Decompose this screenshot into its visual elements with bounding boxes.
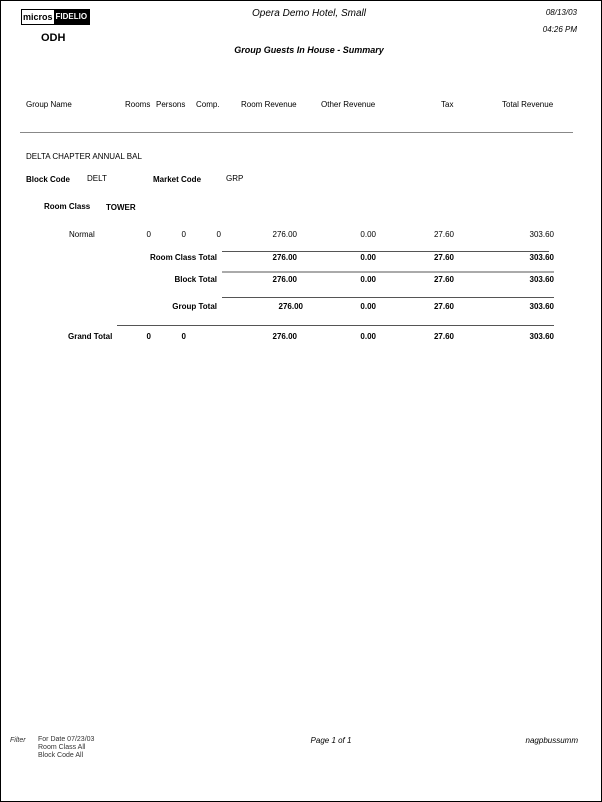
rooms-value: 0: [146, 230, 151, 239]
col-tax: Tax: [441, 100, 454, 109]
micros-fidelio-logo: micros FIDELIO: [21, 9, 91, 25]
room-revenue-value: 276.00: [278, 302, 303, 311]
persons-value: 0: [181, 230, 186, 239]
other-revenue-value: 0.00: [360, 230, 376, 239]
block-code-label: Block Code: [26, 175, 71, 184]
room-revenue-value: 276.00: [272, 332, 297, 341]
persons-value: 0: [181, 332, 186, 341]
col-persons: Persons: [156, 100, 186, 109]
total-revenue-value: 303.60: [529, 230, 554, 239]
property-code: ODH: [41, 32, 66, 44]
row-label: Block Total: [174, 275, 217, 284]
report-date: 08/13/03: [545, 8, 577, 17]
filter-for-date: For Date 07/23/03: [38, 736, 95, 743]
divider: [222, 271, 554, 273]
col-group-name: Group Name: [26, 100, 72, 109]
report-time: 04:26 PM: [542, 25, 577, 34]
total-revenue-value: 303.60: [529, 302, 554, 311]
filter-block-code: Block Code All: [38, 752, 84, 759]
divider: [222, 297, 554, 298]
other-revenue-value: 0.00: [360, 332, 376, 341]
col-total-revenue: Total Revenue: [502, 100, 554, 109]
room-class: TOWER: [106, 203, 136, 212]
other-revenue-value: 0.00: [360, 275, 376, 284]
row-label: Grand Total: [68, 332, 113, 341]
other-revenue-value: 0.00: [360, 302, 376, 311]
tax-value: 27.60: [433, 332, 454, 341]
divider: [117, 325, 554, 326]
logo-micros: micros: [22, 10, 54, 24]
row-label: Room Class Total: [150, 253, 217, 262]
report-title: Group Guests In House - Summary: [234, 45, 384, 55]
room-class-label: Room Class: [44, 202, 91, 211]
other-revenue-value: 0.00: [360, 253, 376, 262]
logo-fidelio: FIDELIO: [53, 10, 90, 24]
market-code-label: Market Code: [153, 175, 202, 184]
tax-value: 27.60: [433, 275, 454, 284]
page-number: Page 1 of 1: [310, 736, 352, 745]
market-code: GRP: [226, 174, 244, 183]
rooms-value: 0: [146, 332, 151, 341]
col-rooms: Rooms: [125, 100, 151, 109]
room-revenue-value: 276.00: [272, 275, 297, 284]
filter-label: Filter: [10, 737, 26, 744]
total-revenue-value: 303.60: [529, 332, 554, 341]
divider: [222, 251, 549, 252]
block-code: DELT: [87, 174, 107, 183]
room-revenue-value: 276.00: [272, 253, 297, 262]
row-label: Group Total: [172, 302, 217, 311]
group-name: DELTA CHAPTER ANNUAL BAL: [26, 152, 142, 161]
room-revenue-value: 276.00: [272, 230, 297, 239]
tax-value: 27.60: [433, 253, 454, 262]
tax-value: 27.60: [433, 230, 454, 239]
row-label: Normal: [69, 230, 95, 239]
col-other-revenue: Other Revenue: [321, 100, 376, 109]
col-comp: Comp.: [196, 100, 220, 109]
filter-room-class: Room Class All: [38, 744, 86, 751]
col-room-revenue: Room Revenue: [241, 100, 297, 109]
tax-value: 27.60: [433, 302, 454, 311]
report-name: nagpbussumm: [525, 736, 578, 745]
header-divider: [20, 132, 573, 133]
hotel-name: Opera Demo Hotel, Small: [252, 8, 366, 19]
total-revenue-value: 303.60: [529, 275, 554, 284]
comp-value: 0: [216, 230, 221, 239]
total-revenue-value: 303.60: [529, 253, 554, 262]
